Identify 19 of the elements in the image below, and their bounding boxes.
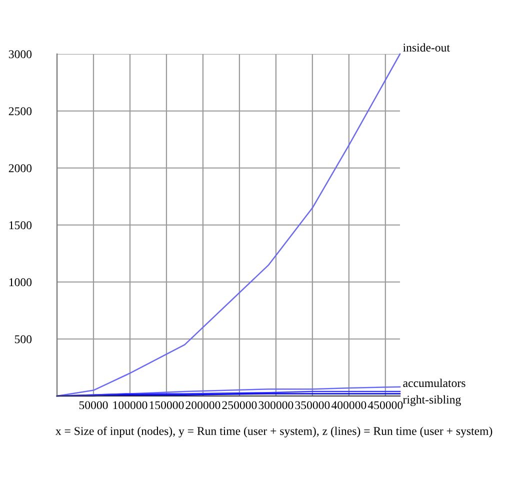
x-tick-label: 350000	[295, 401, 330, 410]
y-tick-label: 2500	[8, 107, 32, 116]
x-tick-label: 250000	[222, 401, 257, 410]
x-tick-label: 450000	[368, 401, 403, 410]
y-tick-label: 3000	[8, 50, 32, 58]
y-tick-label: 1500	[9, 221, 32, 230]
y-tick-label: 500	[14, 335, 32, 344]
series-label: right-sibling	[403, 395, 461, 406]
x-tick-label: 50000	[79, 401, 108, 410]
series-label: inside-out	[403, 43, 450, 52]
series-label: accumulators	[403, 378, 466, 388]
y-tick-label: 1000	[9, 278, 32, 286]
x-tick-label: 300000	[258, 401, 294, 410]
x-axis-title: x = Size of input (nodes), y = Run time (user + system), z (lines) = Run time (user + system)	[56, 426, 492, 438]
x-tick-label: 150000	[150, 401, 184, 410]
x-tick-label: 100000	[113, 401, 148, 410]
x-tick-label: 400000	[331, 401, 366, 410]
y-tick-label: 2000	[8, 164, 32, 172]
x-tick-label: 200000	[186, 401, 220, 410]
